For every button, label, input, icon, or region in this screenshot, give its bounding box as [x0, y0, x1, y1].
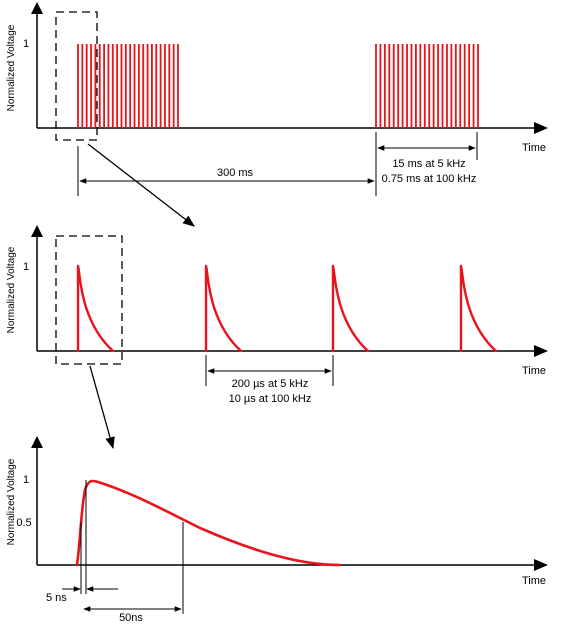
pulse-1: [76, 264, 115, 353]
burst-duration-label-100khz: 0.75 ms at 100 kHz: [382, 173, 477, 185]
burst-2: [375, 44, 479, 128]
bottom-y-tick-0-5: 0.5: [16, 517, 31, 529]
pulse-period-label-5khz: 200 µs at 5 kHz: [232, 378, 309, 390]
pulse-4: [459, 264, 498, 353]
bottom-x-axis-arrowhead: [534, 559, 548, 571]
single-pulse-waveform: [75, 479, 342, 567]
bottom-x-axis-label: Time: [522, 575, 546, 587]
top-y-axis-label: Normalized Voltage: [6, 24, 17, 111]
decay-time-label: 50ns: [119, 612, 143, 624]
top-y-axis-arrowhead: [31, 2, 43, 14]
bottom-y-tick-1: 1: [23, 474, 29, 486]
middle-x-axis-label: Time: [522, 365, 546, 377]
middle-y-axis-arrowhead: [31, 225, 43, 237]
pulse-train: [76, 264, 498, 353]
bottom-y-axis-arrowhead: [31, 436, 43, 448]
zoom-box-middle: [55, 235, 123, 365]
middle-x-axis-arrowhead: [534, 345, 548, 357]
zoom-arrow-2: [89, 365, 115, 450]
zoom-box-top: [55, 11, 98, 141]
panel-bottom: Normalized Voltage 1 0.5 Time 5 ns 50ns: [6, 436, 548, 624]
top-y-tick-1: 1: [23, 38, 29, 50]
zoom-arrow-1: [87, 143, 195, 227]
bottom-y-axis-label: Normalized Voltage: [6, 458, 17, 545]
top-x-axis-label: Time: [522, 142, 546, 154]
burst-period-label: 300 ms: [217, 167, 254, 179]
pulse-3: [331, 264, 370, 353]
middle-y-axis-label: Normalized Voltage: [6, 246, 17, 333]
pulse-2: [204, 264, 243, 353]
top-x-axis-arrowhead: [534, 122, 548, 134]
panel-top: Normalized Voltage 1 Time 15 ms at 5 kHz…: [6, 2, 548, 196]
burst-1: [77, 44, 179, 128]
burst-duration-label-5khz: 15 ms at 5 kHz: [392, 158, 465, 170]
panel-middle: Normalized Voltage 1 Time 200 µs at 5 kH…: [6, 225, 548, 405]
middle-y-tick-1: 1: [23, 261, 29, 273]
rise-time-label: 5 ns: [46, 592, 67, 604]
pulse-period-label-100khz: 10 µs at 100 kHz: [229, 393, 312, 405]
